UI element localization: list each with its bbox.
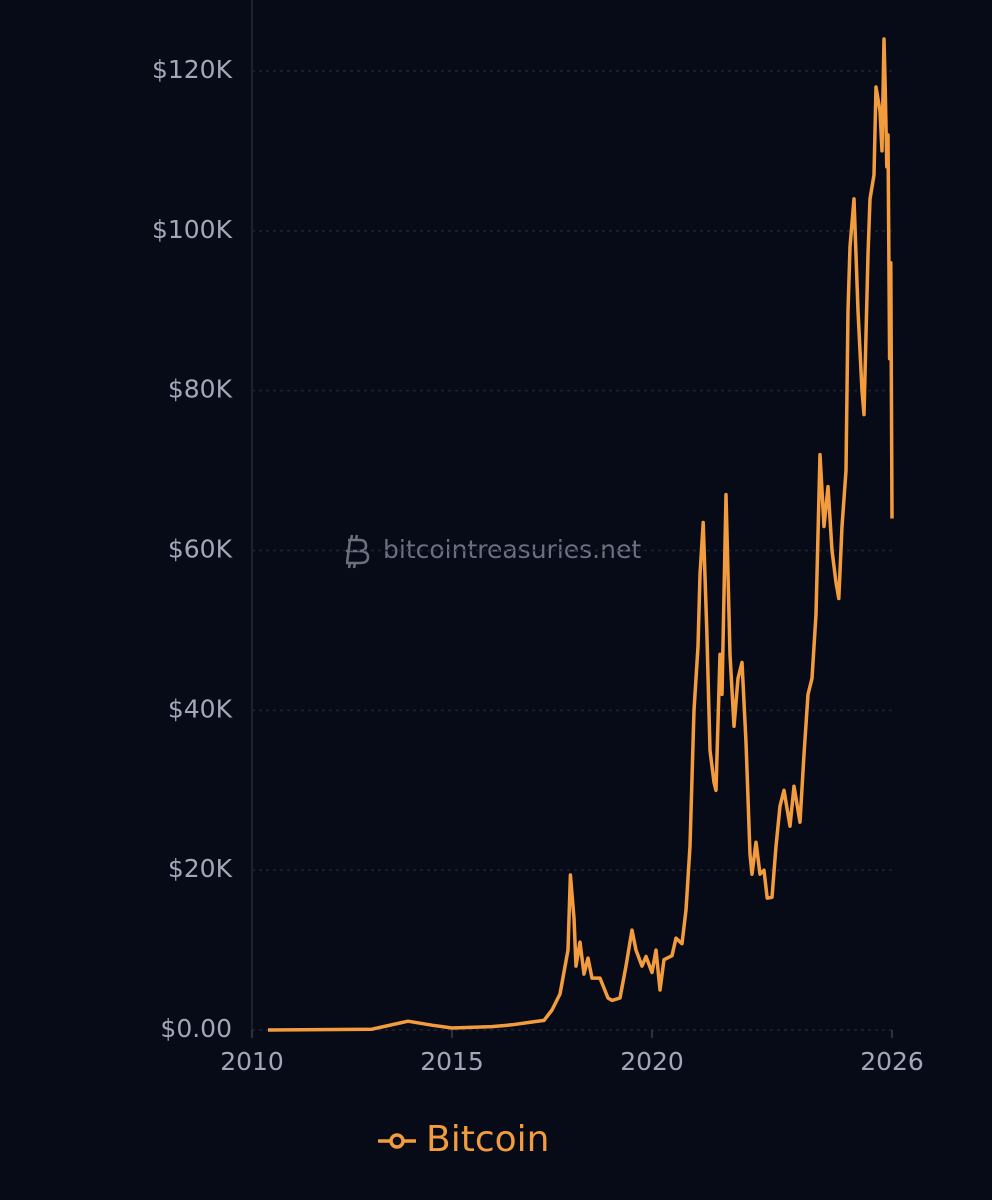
watermark-icon <box>345 534 370 569</box>
x-tick-label: 2010 <box>220 1047 284 1076</box>
legend-label: Bitcoin <box>426 1119 549 1160</box>
y-tick-label: $100K <box>152 215 233 244</box>
legend-marker <box>389 1133 405 1149</box>
y-tick-label: $60K <box>168 535 233 564</box>
x-tick-label: 2015 <box>420 1047 484 1076</box>
y-tick-label: $0.00 <box>160 1014 232 1043</box>
watermark: bitcointreasuries.net <box>383 535 641 564</box>
line <box>267 37 894 1032</box>
y-tick-label: $20K <box>168 854 233 883</box>
y-tick-label: $40K <box>168 694 233 723</box>
x-tick-label: 2020 <box>620 1047 684 1076</box>
y-tick-label: $80K <box>168 375 233 404</box>
y-tick-label: $120K <box>152 55 233 84</box>
x-tick-label: 2026 <box>860 1047 924 1076</box>
